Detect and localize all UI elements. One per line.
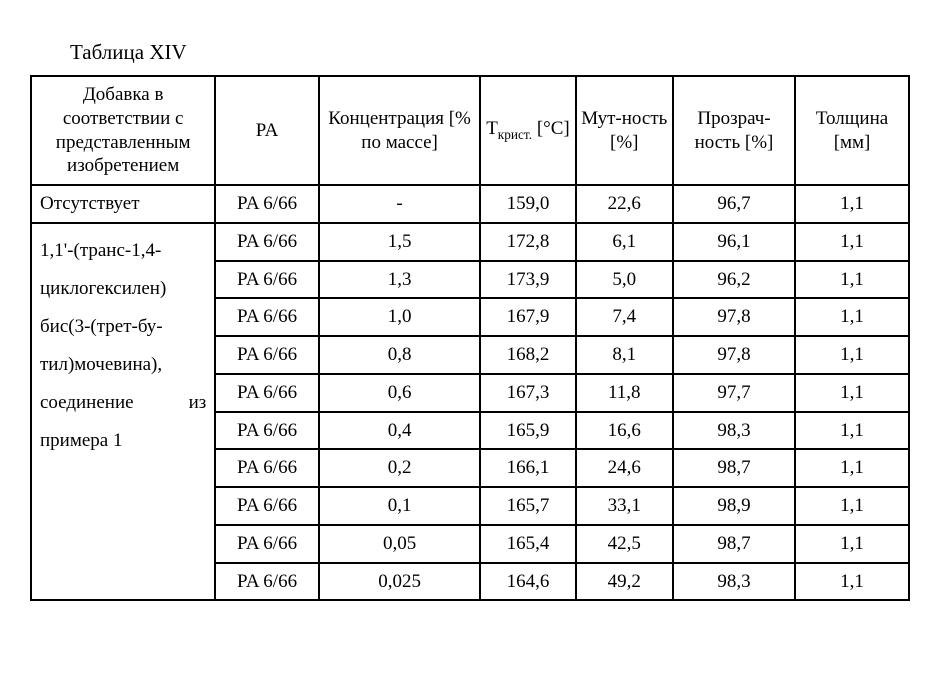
col-thickness: Толщина [мм] [795, 76, 909, 185]
cell-thick: 1,1 [795, 525, 909, 563]
cell-t: 168,2 [480, 336, 575, 374]
table-row: 1,1'-(транс-1,4-циклогексилен) бис(3-(тр… [31, 223, 909, 261]
cell-t: 167,3 [480, 374, 575, 412]
cell-conc: 0,05 [319, 525, 481, 563]
cell-haze: 22,6 [576, 185, 673, 223]
cell-haze: 16,6 [576, 412, 673, 450]
cell-clarity: 96,2 [673, 261, 795, 299]
tcrist-sub: крист. [498, 127, 532, 142]
cell-haze: 7,4 [576, 298, 673, 336]
cell-pa: PA 6/66 [215, 223, 319, 261]
cell-additive-compound: 1,1'-(транс-1,4-циклогексилен) бис(3-(тр… [31, 223, 215, 601]
col-additive: Добавка в соответствии с представленным … [31, 76, 215, 185]
cell-clarity: 97,8 [673, 336, 795, 374]
tcrist-symbol: T [486, 118, 498, 139]
cell-conc: - [319, 185, 481, 223]
cell-clarity: 98,7 [673, 525, 795, 563]
col-clarity: Прозрач-ность [%] [673, 76, 795, 185]
cell-pa: PA 6/66 [215, 525, 319, 563]
cell-thick: 1,1 [795, 487, 909, 525]
cell-thick: 1,1 [795, 185, 909, 223]
cell-haze: 5,0 [576, 261, 673, 299]
cell-conc: 0,6 [319, 374, 481, 412]
cell-conc: 0,025 [319, 563, 481, 601]
cell-conc: 0,4 [319, 412, 481, 450]
cell-pa: PA 6/66 [215, 336, 319, 374]
cell-t: 167,9 [480, 298, 575, 336]
cell-haze: 49,2 [576, 563, 673, 601]
cell-conc: 1,3 [319, 261, 481, 299]
cell-clarity: 96,7 [673, 185, 795, 223]
cell-pa: PA 6/66 [215, 374, 319, 412]
cell-thick: 1,1 [795, 223, 909, 261]
cell-clarity: 97,7 [673, 374, 795, 412]
table-row: Отсутствует PA 6/66 - 159,0 22,6 96,7 1,… [31, 185, 909, 223]
cell-haze: 6,1 [576, 223, 673, 261]
cell-pa: PA 6/66 [215, 412, 319, 450]
cell-clarity: 98,3 [673, 412, 795, 450]
cell-clarity: 98,3 [673, 563, 795, 601]
cell-thick: 1,1 [795, 449, 909, 487]
table-header-row: Добавка в соответствии с представленным … [31, 76, 909, 185]
cell-haze: 11,8 [576, 374, 673, 412]
cell-clarity: 97,8 [673, 298, 795, 336]
col-concentration: Концентрация [% по массе] [319, 76, 481, 185]
cell-t: 164,6 [480, 563, 575, 601]
cell-thick: 1,1 [795, 374, 909, 412]
cell-pa: PA 6/66 [215, 185, 319, 223]
data-table: Добавка в соответствии с представленным … [30, 75, 910, 601]
cell-thick: 1,1 [795, 298, 909, 336]
cell-thick: 1,1 [795, 336, 909, 374]
cell-thick: 1,1 [795, 261, 909, 299]
cell-haze: 8,1 [576, 336, 673, 374]
cell-t: 165,4 [480, 525, 575, 563]
cell-t: 165,7 [480, 487, 575, 525]
cell-conc: 1,5 [319, 223, 481, 261]
col-tcrist: Tкрист. [°C] [480, 76, 575, 185]
cell-conc: 0,1 [319, 487, 481, 525]
cell-clarity: 96,1 [673, 223, 795, 261]
cell-pa: PA 6/66 [215, 298, 319, 336]
cell-thick: 1,1 [795, 412, 909, 450]
cell-haze: 24,6 [576, 449, 673, 487]
cell-conc: 1,0 [319, 298, 481, 336]
table-body: Отсутствует PA 6/66 - 159,0 22,6 96,7 1,… [31, 185, 909, 600]
cell-t: 166,1 [480, 449, 575, 487]
cell-haze: 42,5 [576, 525, 673, 563]
cell-haze: 33,1 [576, 487, 673, 525]
col-pa: PA [215, 76, 319, 185]
col-haze: Мут-ность [%] [576, 76, 673, 185]
cell-pa: PA 6/66 [215, 563, 319, 601]
cell-clarity: 98,7 [673, 449, 795, 487]
cell-pa: PA 6/66 [215, 261, 319, 299]
cell-pa: PA 6/66 [215, 487, 319, 525]
tcrist-unit: [°C] [532, 118, 570, 139]
cell-t: 173,9 [480, 261, 575, 299]
cell-t: 165,9 [480, 412, 575, 450]
table-caption: Таблица XIV [70, 40, 914, 65]
cell-thick: 1,1 [795, 563, 909, 601]
cell-conc: 0,2 [319, 449, 481, 487]
cell-t: 172,8 [480, 223, 575, 261]
cell-conc: 0,8 [319, 336, 481, 374]
cell-pa: PA 6/66 [215, 449, 319, 487]
cell-additive-none: Отсутствует [31, 185, 215, 223]
cell-clarity: 98,9 [673, 487, 795, 525]
cell-t: 159,0 [480, 185, 575, 223]
